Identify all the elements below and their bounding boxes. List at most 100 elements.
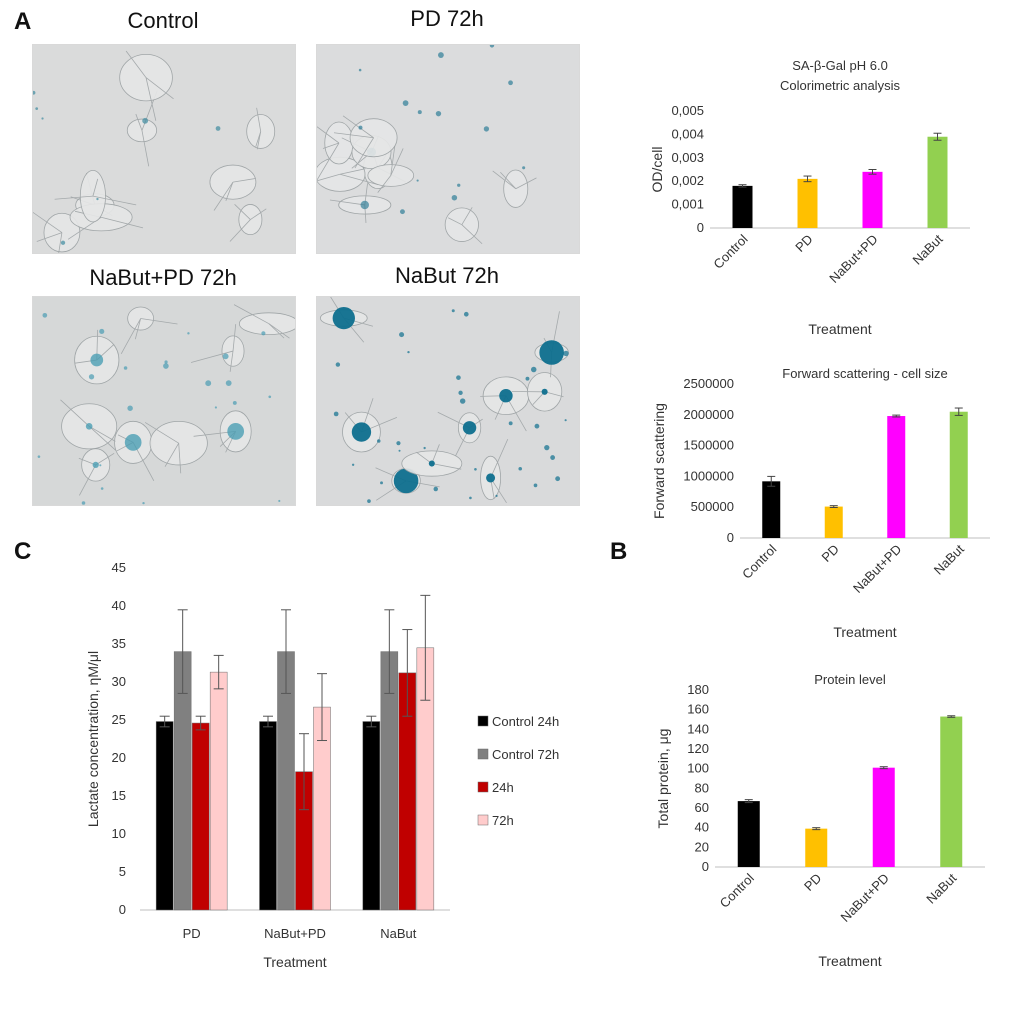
stain-dot	[457, 183, 461, 187]
stain-dot	[423, 446, 426, 450]
y-tick-label: 100	[687, 761, 709, 776]
stain-dot	[33, 90, 36, 95]
cell-process	[120, 318, 141, 354]
x-axis-title: Treatment	[833, 624, 896, 640]
bar-nabut-pd	[887, 416, 906, 538]
y-tick-label: 40	[695, 820, 709, 835]
cell-process	[88, 425, 116, 442]
cell-process	[333, 132, 374, 139]
stain-dot	[187, 332, 190, 335]
cell-process	[125, 50, 147, 78]
stain-dot	[333, 411, 339, 417]
stain-blob	[90, 353, 104, 367]
y-tick-label: 15	[112, 788, 126, 803]
cell-process	[60, 399, 90, 427]
cell-process	[490, 438, 509, 479]
stain-dot	[417, 110, 422, 115]
bar-pd	[824, 506, 843, 538]
stain-dot	[81, 501, 86, 505]
x-tick-label: Control	[739, 541, 779, 581]
cell-process	[377, 175, 392, 193]
cell-process	[229, 219, 251, 242]
stain-dot	[261, 331, 266, 336]
stain-dot	[35, 107, 39, 110]
stain-dot	[550, 455, 556, 460]
bar-nabut-pd	[872, 767, 895, 867]
legend-label: Control 24h	[492, 714, 559, 729]
stain-dot	[451, 309, 455, 313]
cell-process	[390, 148, 404, 176]
stain-dot	[534, 423, 540, 429]
chart-title: Protein level	[814, 672, 886, 687]
stain-dot	[435, 110, 442, 117]
cell-process	[234, 204, 251, 220]
cell-process	[78, 464, 97, 496]
stain-blob	[486, 473, 496, 483]
cell-process	[339, 168, 366, 175]
stain-dot	[495, 494, 498, 497]
bar-pd	[805, 828, 828, 867]
stain-blob	[541, 388, 548, 395]
stain-dot	[222, 353, 229, 360]
chart-protein_level: Protein level 0 20 40 60 80 100 120 140 160 180 Con…	[655, 672, 985, 969]
stain-dot	[88, 374, 95, 380]
cell-process	[317, 142, 340, 181]
bar-24h	[191, 722, 210, 911]
y-tick-label: 20	[695, 839, 709, 854]
cell-process	[416, 451, 433, 464]
stain-blob	[428, 460, 435, 467]
stain-dot	[474, 467, 477, 471]
cell-process	[500, 171, 517, 189]
bar-nabut	[949, 411, 968, 538]
stain-dot	[100, 487, 104, 490]
y-tick-label: 10	[112, 826, 126, 841]
stain-blob	[360, 200, 370, 210]
cell-process	[339, 173, 379, 186]
stain-dot	[416, 179, 419, 182]
cell-process	[164, 442, 180, 467]
stain-dot	[96, 197, 99, 201]
stain-dot	[335, 362, 341, 367]
cell-process	[461, 224, 483, 245]
stain-dot	[41, 117, 44, 120]
cell-process	[145, 77, 174, 100]
cell-process	[92, 178, 99, 197]
legend-label: 72h	[492, 813, 514, 828]
stain-dot	[358, 68, 362, 72]
y-tick-label: 0,003	[671, 150, 704, 165]
stain-dot	[225, 380, 232, 387]
micrograph-title-pd: PD 72h	[410, 6, 484, 31]
stain-dot	[142, 117, 149, 124]
cell-process	[505, 395, 527, 432]
stain-blob	[499, 388, 513, 403]
legend-label: Control 72h	[492, 747, 559, 762]
cell-process	[213, 181, 234, 211]
chart-title: SA-β-Gal pH 6.0	[792, 58, 888, 73]
stain-dot	[163, 363, 169, 369]
micrograph-image	[317, 45, 579, 253]
stain-dot	[563, 350, 569, 357]
stain-blob	[92, 461, 99, 469]
x-tick-label: NaBut	[923, 870, 959, 906]
stain-dot	[525, 376, 530, 381]
stain-blob	[332, 306, 355, 330]
bar-control-24h	[155, 721, 174, 911]
cell-process	[492, 170, 516, 190]
x-tick-label: PD	[792, 232, 815, 255]
cell-process	[461, 207, 473, 225]
y-tick-label: 30	[112, 674, 126, 689]
micrograph-image	[33, 45, 295, 253]
cell-process	[101, 216, 144, 229]
cell-process	[145, 77, 157, 121]
stain-dot	[367, 499, 371, 503]
cell-process	[329, 199, 365, 206]
stain-dot	[518, 466, 523, 471]
x-tick-label: Control	[717, 870, 757, 910]
y-tick-label: 5	[119, 864, 126, 879]
stain-dot	[376, 439, 381, 443]
stain-dot	[483, 126, 490, 132]
cell-process	[390, 144, 396, 176]
x-tick-label: PD	[801, 871, 824, 894]
bar-control	[737, 801, 760, 867]
cell-process	[268, 323, 285, 339]
